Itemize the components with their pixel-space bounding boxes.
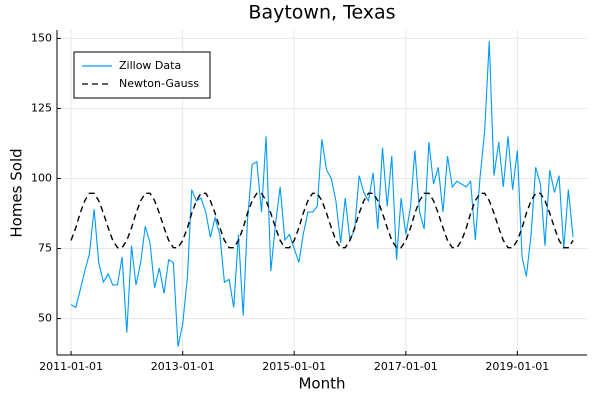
chart-title: Baytown, Texas [248,2,395,24]
y-tick-label: 50 [38,312,52,325]
y-axis-label: Homes Sold [8,148,26,237]
series-line [70,192,574,249]
x-tick-label: 2019-01-01 [485,360,549,373]
series-line [70,41,574,347]
x-axis-label: Month [298,375,345,393]
y-tick-label: 125 [31,101,52,114]
legend-label: Newton-Gauss [119,77,199,90]
legend-label: Zillow Data [119,59,181,72]
x-tick-label: 2017-01-01 [374,360,438,373]
y-tick-label: 150 [31,31,52,44]
x-tick-label: 2011-01-01 [39,360,103,373]
legend-box [73,51,211,99]
y-tick-label: 100 [31,171,52,184]
x-tick-label: 2015-01-01 [262,360,326,373]
y-tick-label: 75 [38,242,52,255]
x-tick-label: 2013-01-01 [151,360,215,373]
